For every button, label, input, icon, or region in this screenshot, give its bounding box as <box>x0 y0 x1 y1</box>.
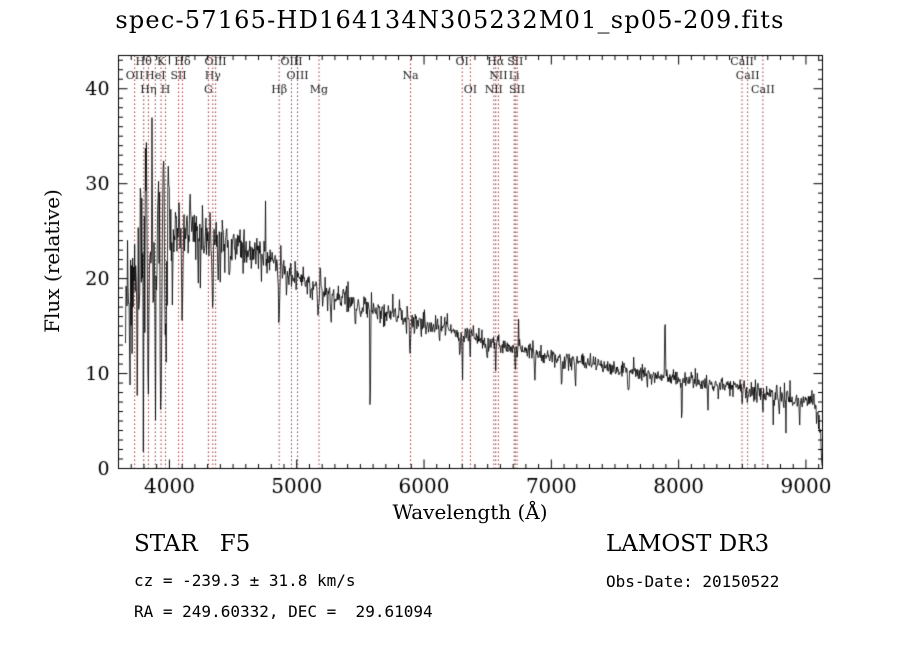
x-axis-label: Wavelength (Å) <box>392 500 548 524</box>
y-axis-label: Flux (relative) <box>40 189 64 333</box>
plot-title: spec-57165-HD164134N305232M01_sp05-209.f… <box>115 6 785 34</box>
classification-text: STAR F5 <box>134 531 251 557</box>
ra-dec-text: RA = 249.60332, DEC = 29.61094 <box>134 602 433 621</box>
redshift-velocity-text: cz = -239.3 ± 31.8 km/s <box>134 571 356 590</box>
survey-release-text: LAMOST DR3 <box>606 531 770 557</box>
obs-date-text: Obs-Date: 20150522 <box>606 572 780 591</box>
